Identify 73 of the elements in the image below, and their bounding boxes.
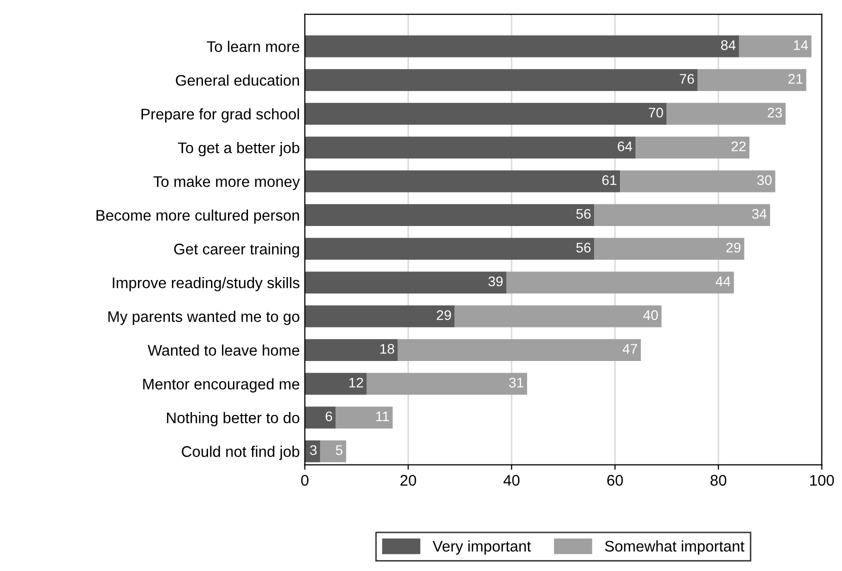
y-tick-label: Become more cultured person [96,210,299,224]
data-label: 84 [721,40,736,50]
y-tick-label: To make more money [153,176,300,190]
bar [506,272,734,294]
data-label: 44 [716,276,730,286]
bar [304,440,320,462]
y-tick-label: To learn more [206,40,300,52]
y-tick-label: General education [176,74,299,86]
data-label: 6 [326,411,332,422]
legend-label: Somewhat important [605,540,744,555]
x-tick-label: 100 [810,474,834,486]
x-tick-label: 20 [400,474,416,486]
data-label: 34 [752,208,767,219]
bar [454,305,662,328]
data-label: 23 [768,108,782,118]
data-label: 40 [643,310,658,320]
data-label: 29 [726,242,740,253]
data-label: 29 [436,310,451,320]
data-label: 3 [310,445,317,456]
x-tick-label: 60 [607,474,623,486]
x-tick-label: 80 [710,474,726,486]
data-label: 39 [488,276,503,286]
legend-label: Very important [432,540,531,555]
bar [636,136,750,159]
bar [398,339,641,362]
data-label: 14 [794,40,808,50]
x-tick-label: 0 [301,474,308,486]
data-label: 12 [349,378,364,388]
y-tick-label: Mentor encouraged me [143,378,300,393]
y-tick-label: Improve reading/study skills [112,277,300,292]
bar [304,35,740,58]
data-label: 18 [380,344,394,354]
bar [594,238,744,260]
data-label: 30 [757,175,772,186]
data-label: 47 [622,344,638,354]
bar [304,69,698,92]
bar [304,136,636,159]
bar [320,440,346,462]
bar [336,406,393,429]
bar [739,35,812,58]
data-label: 56 [576,208,591,219]
bar [698,69,806,92]
data-label: 76 [680,74,694,84]
y-tick-label: Get career training [174,243,299,258]
y-tick-label: Prepare for grad school [142,108,299,123]
data-label: 21 [788,74,803,84]
y-tick-label: Wanted to leave home [148,344,300,356]
y-tick-label: To get a better job [178,142,300,156]
bar [620,170,776,192]
data-label: 31 [509,378,524,388]
bar [304,339,398,362]
bar [304,238,594,260]
bar [304,102,667,125]
data-label: 22 [732,141,746,152]
bar [304,272,506,294]
data-label: 61 [602,175,616,186]
bar [304,170,620,192]
data-label: 5 [336,445,342,456]
y-tick-label: My parents wanted me to go [108,310,300,326]
data-label: 56 [576,242,591,253]
bar [304,204,594,226]
bar [666,102,786,125]
bar [304,305,455,328]
bar [366,372,528,395]
data-label: 70 [648,108,664,118]
bar [304,372,367,395]
y-tick-label: Could not find job [182,446,300,460]
x-tick-label: 40 [503,474,520,486]
bar [304,406,336,429]
y-tick-label: Nothing better to do [167,412,300,426]
data-label: 64 [618,141,632,152]
data-label: 11 [376,412,389,422]
bar [594,204,770,226]
